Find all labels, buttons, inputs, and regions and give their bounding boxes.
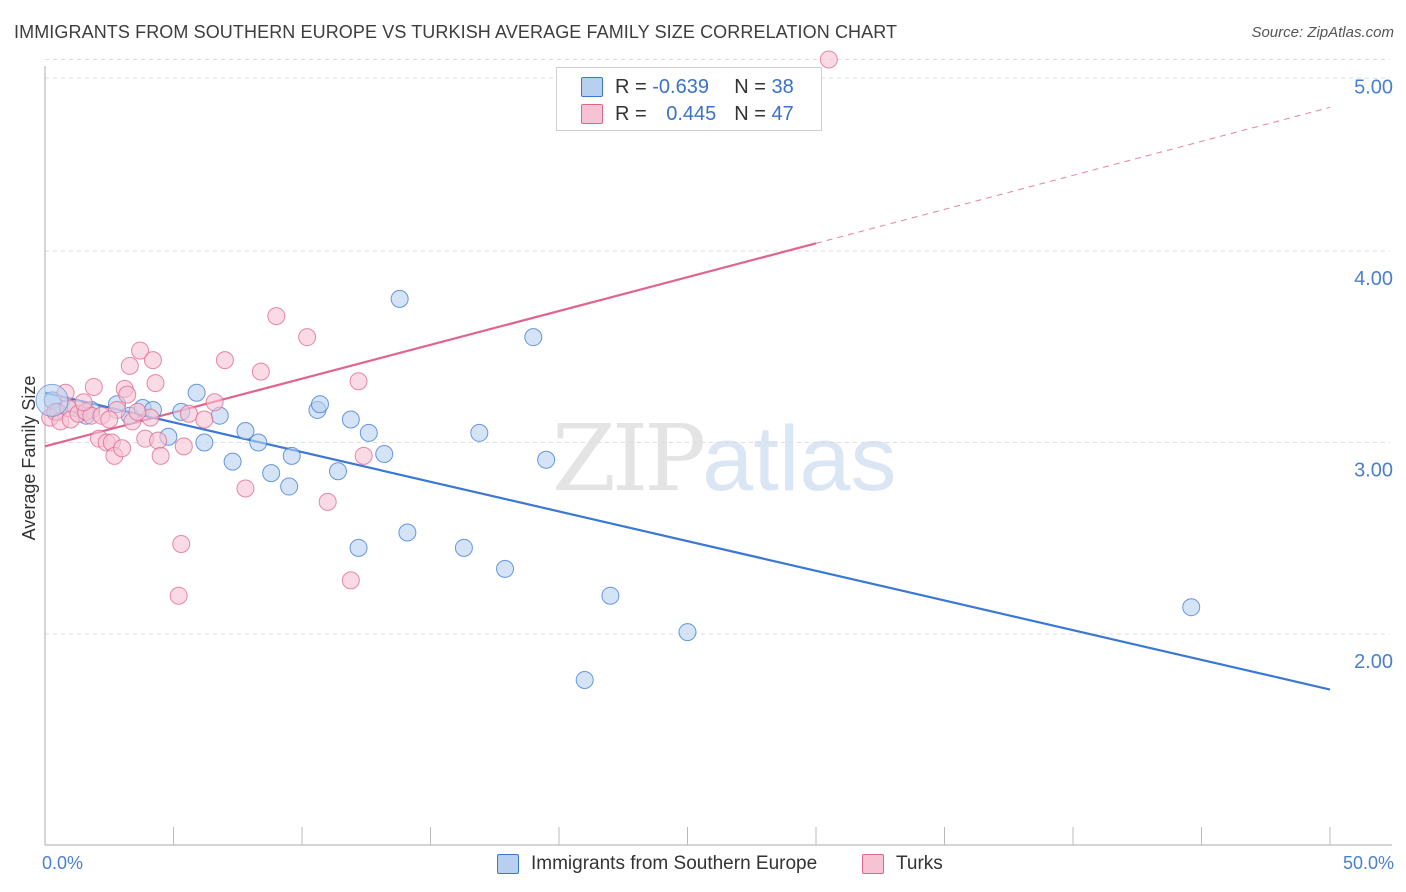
point-turks xyxy=(215,351,234,370)
bottom-legend-swatch-pink xyxy=(862,854,884,874)
point-southern-europe xyxy=(575,670,594,689)
legend-r-value: -0.639 xyxy=(652,75,709,98)
chart-title: IMMIGRANTS FROM SOUTHERN EUROPE VS TURKI… xyxy=(14,22,898,42)
point-turks xyxy=(318,492,337,511)
x-tick-label: 0.0% xyxy=(42,853,83,873)
point-turks xyxy=(149,431,168,450)
watermark-zip: ZIP xyxy=(552,405,706,512)
point-turks xyxy=(118,385,137,404)
axes xyxy=(44,66,1392,846)
y-axis-label: Average Family Size xyxy=(19,376,39,541)
point-southern-europe xyxy=(359,423,378,442)
point-southern-europe xyxy=(390,289,409,308)
y-tick-label: 2.00 xyxy=(1354,651,1393,673)
bottom-legend-label: Turks xyxy=(896,853,943,874)
legend-row-pink: R = 0.445 N = 47 xyxy=(581,103,794,125)
y-tick-label: 5.00 xyxy=(1354,77,1393,99)
point-southern-europe xyxy=(454,538,473,557)
point-turks xyxy=(236,479,255,498)
point-turks xyxy=(341,571,360,590)
x-tick-label: 50.0% xyxy=(1343,853,1394,873)
point-southern-europe xyxy=(496,559,515,578)
point-southern-europe xyxy=(1182,598,1201,617)
legend-n-value: 38 xyxy=(771,75,794,98)
point-turks xyxy=(128,402,147,421)
point-southern-europe xyxy=(524,328,543,347)
point-southern-europe xyxy=(280,477,299,496)
point-turks xyxy=(146,374,165,393)
point-turks xyxy=(151,446,170,465)
point-turks xyxy=(120,356,139,375)
point-turks xyxy=(251,362,270,381)
legend-r-value: 0.445 xyxy=(666,102,717,125)
point-southern-europe xyxy=(398,523,417,542)
point-turks xyxy=(100,410,119,429)
legend-n-label: N = xyxy=(734,75,772,98)
point-turks xyxy=(354,446,373,465)
point-turks xyxy=(172,534,191,553)
legend-row-blue: R = -0.639 N = 38 xyxy=(581,76,794,98)
point-turks xyxy=(169,586,188,605)
y-tick-label: 4.00 xyxy=(1354,268,1393,290)
watermark: ZIPatlas xyxy=(552,405,897,512)
point-turks xyxy=(143,351,162,370)
point-southern-europe xyxy=(537,450,556,469)
legend-swatch-pink xyxy=(581,104,603,124)
point-turks xyxy=(131,341,150,360)
point-southern-europe xyxy=(470,423,489,442)
point-southern-europe xyxy=(328,462,347,481)
trend-line-turks-extension xyxy=(815,106,1331,244)
tick-labels: 2.00 3.00 4.00 5.00 0.0% 50.0% xyxy=(42,77,1394,874)
point-southern-europe xyxy=(375,444,394,463)
point-southern-europe xyxy=(35,383,69,417)
data-points xyxy=(35,50,1201,689)
y-tick-label: 3.00 xyxy=(1354,460,1393,482)
point-southern-europe xyxy=(249,433,268,452)
trend-line-southern-europe xyxy=(44,391,1331,691)
point-turks xyxy=(298,328,317,347)
point-southern-europe xyxy=(310,395,329,414)
legend-n-value: 47 xyxy=(771,102,794,125)
source-label: Source: ZipAtlas.com xyxy=(1251,24,1394,41)
legend-r-label: R = xyxy=(615,102,653,125)
bottom-legend-swatch-blue xyxy=(497,854,519,874)
point-turks xyxy=(84,377,103,396)
point-turks xyxy=(205,393,224,412)
point-southern-europe xyxy=(195,433,214,452)
point-turks xyxy=(179,404,198,423)
point-turks xyxy=(195,410,214,429)
point-southern-europe xyxy=(282,446,301,465)
point-turks xyxy=(819,50,838,69)
trend-line-turks xyxy=(44,242,817,448)
point-turks xyxy=(74,393,93,412)
point-turks xyxy=(113,439,132,458)
point-turks xyxy=(267,307,286,326)
point-southern-europe xyxy=(349,538,368,557)
bottom-legend-label: Immigrants from Southern Europe xyxy=(531,853,818,874)
legend-n-label: N = xyxy=(734,102,772,125)
point-southern-europe xyxy=(341,410,360,429)
trend-lines xyxy=(44,106,1331,691)
bottom-legend-item-turks[interactable]: Turks xyxy=(862,852,943,876)
point-southern-europe xyxy=(223,452,242,471)
legend-r-label: R = xyxy=(615,75,653,98)
legend-swatch-blue xyxy=(581,77,603,97)
point-turks xyxy=(174,437,193,456)
point-southern-europe xyxy=(601,586,620,605)
point-southern-europe xyxy=(236,422,255,441)
correlation-legend: R = -0.639 N = 38 R = 0.445 N = 47 xyxy=(556,67,822,131)
point-southern-europe xyxy=(187,383,206,402)
point-southern-europe xyxy=(678,623,697,642)
bottom-legend-item-southern-europe[interactable]: Immigrants from Southern Europe xyxy=(497,852,817,876)
watermark-atlas: atlas xyxy=(702,408,897,510)
point-turks xyxy=(349,372,368,391)
point-southern-europe xyxy=(262,464,281,483)
